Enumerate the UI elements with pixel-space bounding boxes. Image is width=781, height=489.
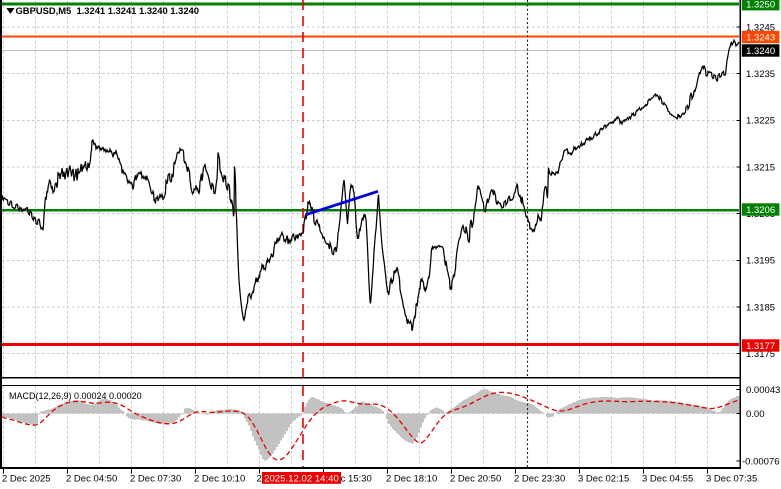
svg-text:2025.12.02 14:40: 2025.12.02 14:40 [264,473,339,484]
svg-text:2 Dec 04:50: 2 Dec 04:50 [66,473,117,484]
svg-text:2 Dec 23:30: 2 Dec 23:30 [514,473,565,484]
svg-text:3 Dec 02:15: 3 Dec 02:15 [578,473,629,484]
svg-text:1.3250: 1.3250 [746,0,775,11]
svg-text:1.3177: 1.3177 [746,341,775,352]
svg-text:1.3175: 1.3175 [746,349,775,360]
svg-text:1.3245: 1.3245 [746,22,775,33]
svg-text:2 Dec 2025: 2 Dec 2025 [2,473,51,484]
svg-text:2 Dec 20:50: 2 Dec 20:50 [450,473,501,484]
svg-text:2 Dec 15:30: 2 Dec 15:30 [321,473,372,484]
svg-text:0.00: 0.00 [746,409,765,420]
svg-text:3 Dec 04:55: 3 Dec 04:55 [642,473,693,484]
svg-text:1.3215: 1.3215 [746,162,775,173]
svg-text:2 Dec 07:30: 2 Dec 07:30 [130,473,181,484]
svg-text:1.3206: 1.3206 [746,205,775,216]
svg-text:MACD(12,26,9) 0.00024 0.00020: MACD(12,26,9) 0.00024 0.00020 [9,391,142,401]
svg-text:3 Dec 07:35: 3 Dec 07:35 [706,473,757,484]
svg-text:2 Dec 18:10: 2 Dec 18:10 [386,473,437,484]
svg-text:1.3225: 1.3225 [746,116,775,127]
svg-text:1.3243: 1.3243 [746,33,775,44]
svg-text:1.3240: 1.3240 [746,46,775,57]
svg-text:1.3195: 1.3195 [746,256,775,267]
svg-text:-0.00076: -0.00076 [742,456,780,467]
svg-text:1.3185: 1.3185 [746,302,775,313]
svg-text:2 Dec 10:10: 2 Dec 10:10 [194,473,245,484]
svg-text:0.00043: 0.00043 [746,385,780,396]
svg-text:GBPUSD,M5 1.3241 1.3241 1.324: GBPUSD,M5 1.3241 1.3241 1.3240 1.3240 [16,5,199,16]
svg-text:1.3235: 1.3235 [746,69,775,80]
